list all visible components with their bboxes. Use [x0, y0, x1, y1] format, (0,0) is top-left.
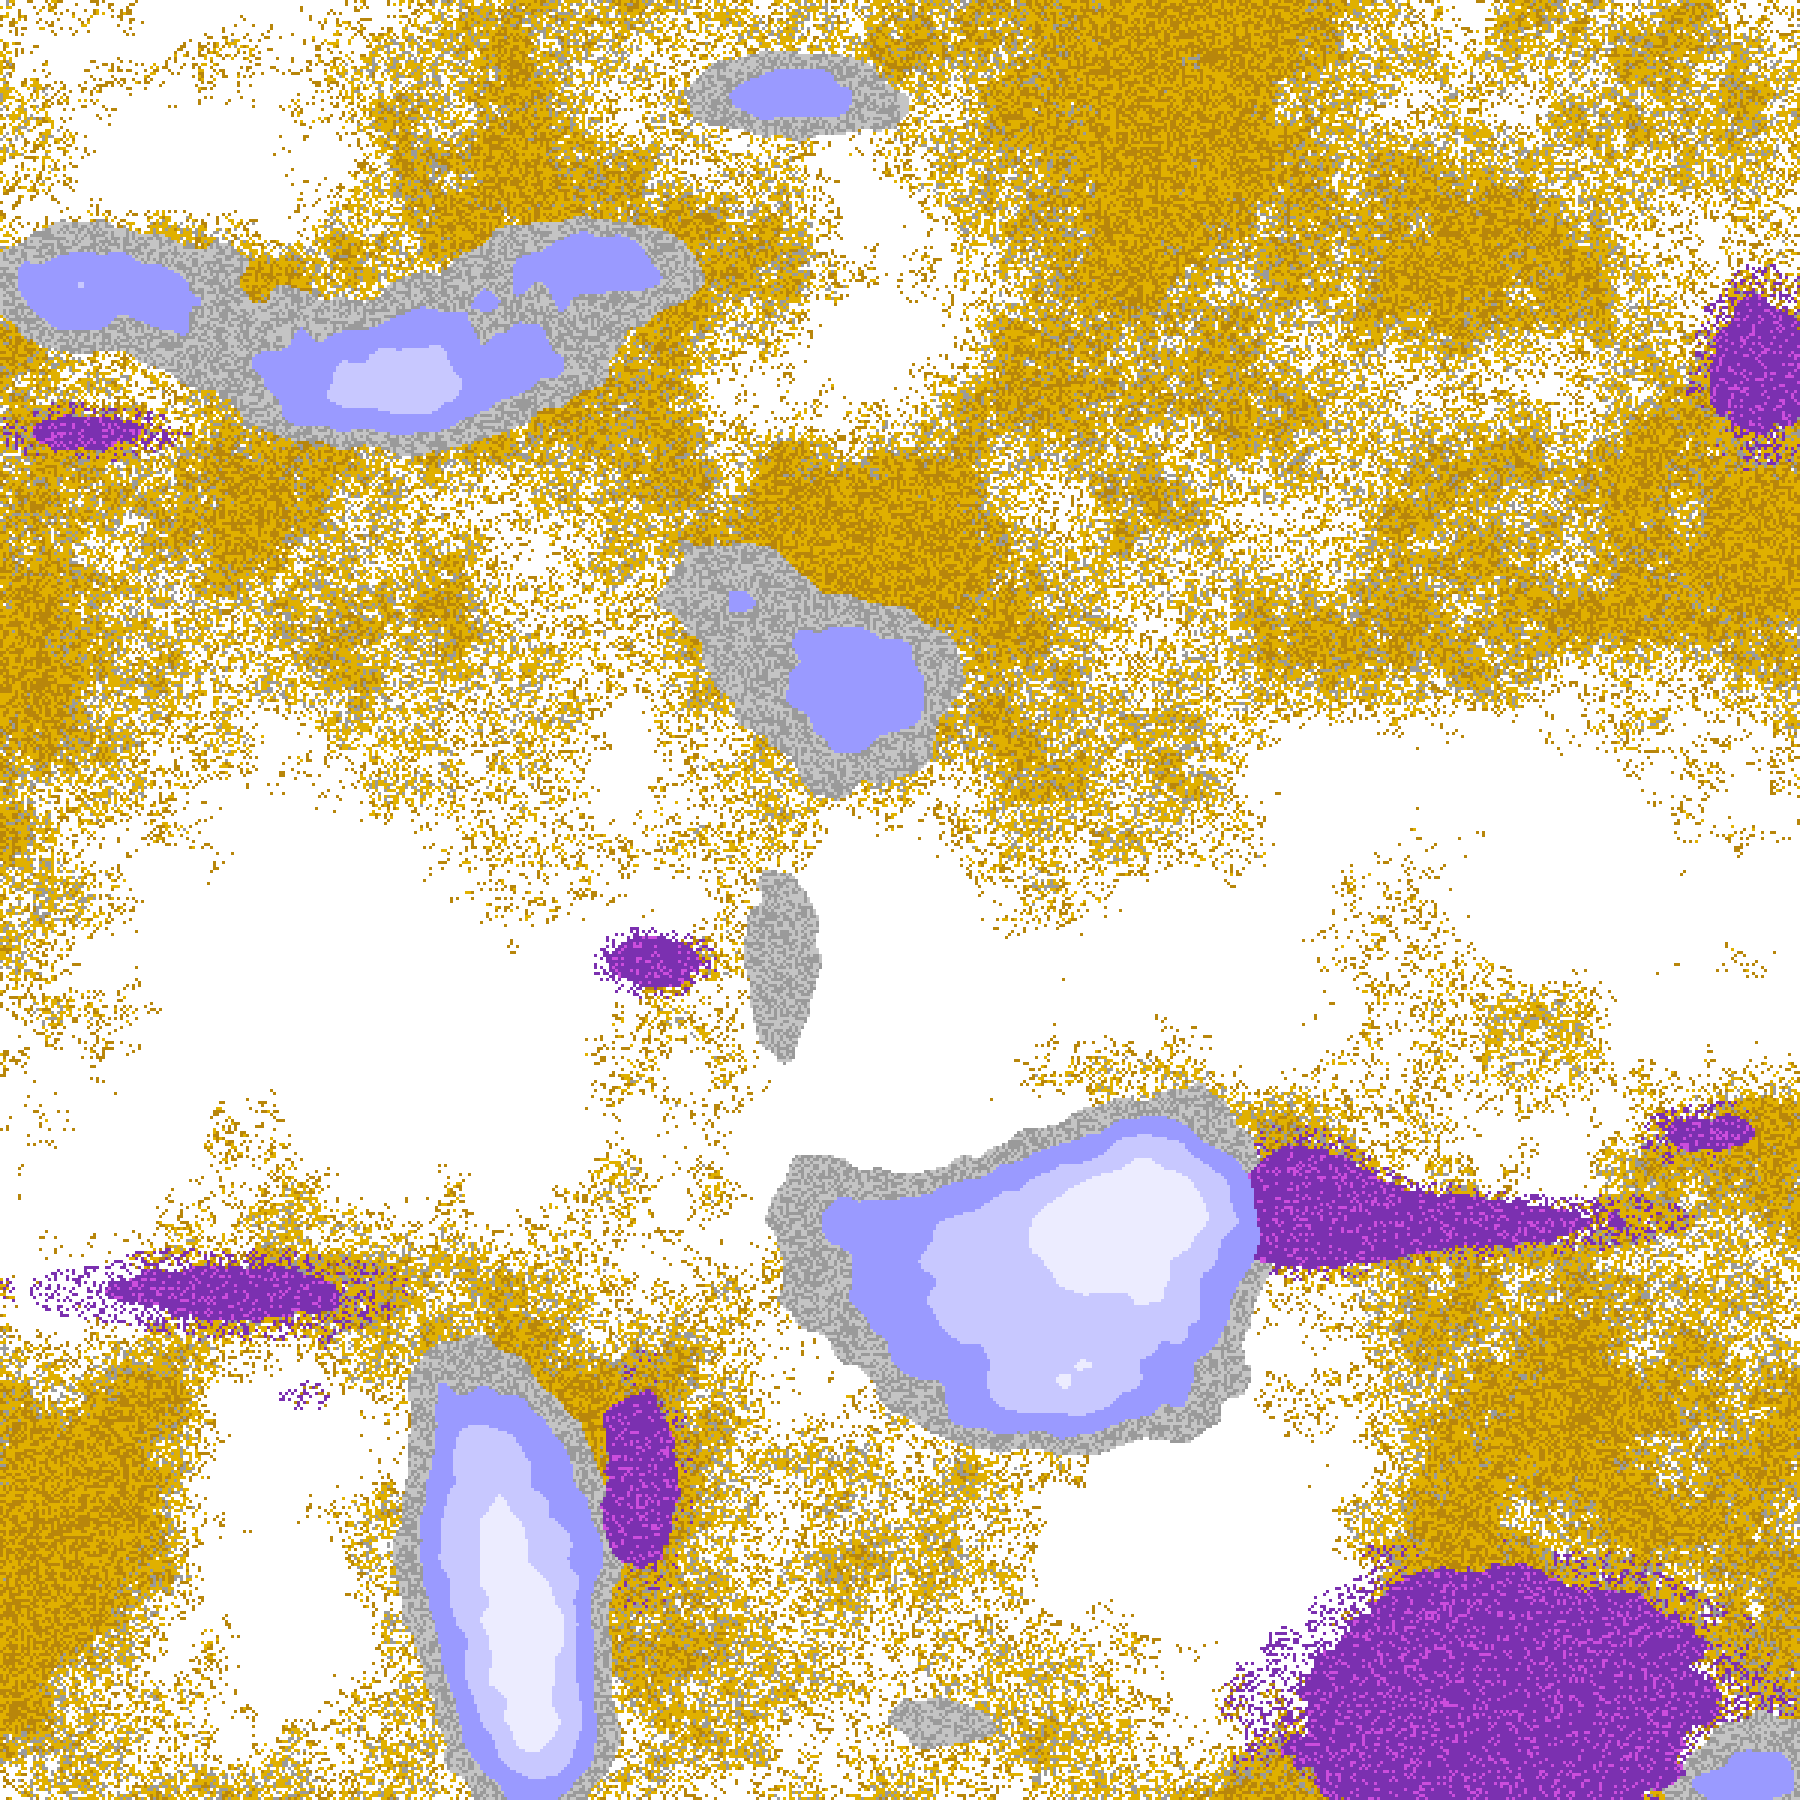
satellite-image [0, 0, 1800, 1800]
cloud-classification-raster [0, 0, 1800, 1800]
